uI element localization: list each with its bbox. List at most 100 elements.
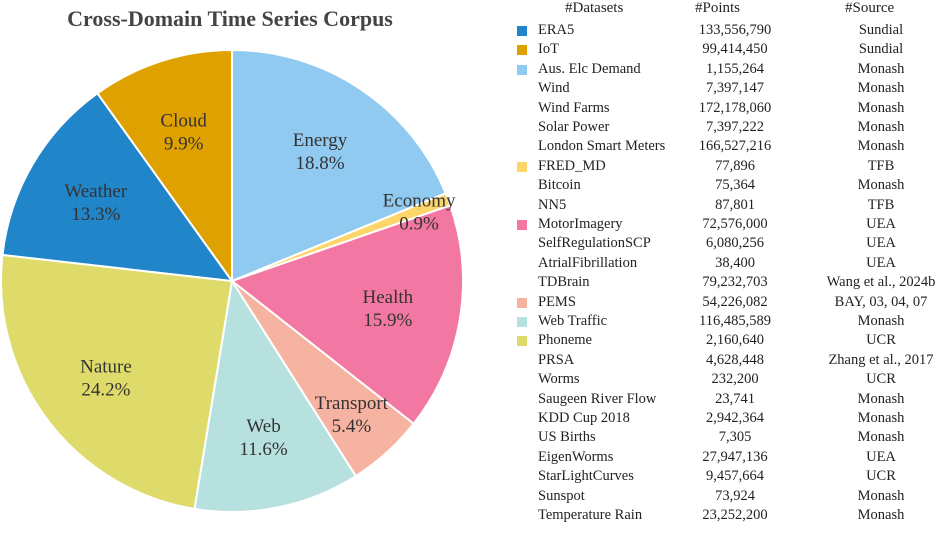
dataset-points: 232,200 xyxy=(711,371,759,388)
dataset-points: 75,364 xyxy=(715,177,755,194)
dataset-legend-table: #Datasets #Points #Source ERA5 133,556,79… xyxy=(505,0,947,537)
slice-label: Health xyxy=(362,287,413,308)
legend-swatch xyxy=(517,64,527,75)
dataset-name: IoT xyxy=(538,41,559,58)
dataset-points: 1,155,264 xyxy=(706,60,764,77)
legend-row: FRED_MD 77,896 TFB xyxy=(505,158,947,178)
dataset-name: US Births xyxy=(538,429,596,446)
dataset-name: Phoneme xyxy=(538,332,592,349)
dataset-points: 23,252,200 xyxy=(702,507,768,523)
legend-row: EigenWorms 27,947,136 UEA xyxy=(505,449,947,469)
dataset-name: StarLightCurves xyxy=(538,468,634,485)
dataset-name: ERA5 xyxy=(538,22,575,38)
dataset-points: 38,400 xyxy=(715,254,755,271)
legend-row: Solar Power 7,397,222 Monash xyxy=(505,119,947,139)
header-points: #Points xyxy=(695,0,741,16)
slice-percent: 24.2% xyxy=(81,379,130,400)
slice-label: Nature xyxy=(80,356,132,377)
legend-row: US Births 7,305 Monash xyxy=(505,429,947,449)
dataset-name: SelfRegulationSCP xyxy=(538,235,651,252)
legend-swatch xyxy=(517,45,527,56)
dataset-source: Monash xyxy=(857,487,905,504)
legend-swatch xyxy=(517,297,527,308)
dataset-source: Monash xyxy=(857,313,905,329)
dataset-points: 116,485,589 xyxy=(699,313,771,329)
dataset-source: Monash xyxy=(857,119,905,135)
slice-label: Economy xyxy=(383,190,456,211)
dataset-name: Sunspot xyxy=(538,487,585,504)
dataset-name: TDBrain xyxy=(538,274,590,291)
legend-row: Web Traffic 116,485,589 Monash xyxy=(505,313,947,333)
dataset-points: 27,947,136 xyxy=(702,448,768,465)
dataset-name: FRED_MD xyxy=(538,157,606,174)
legend-row: Phoneme 2,160,640 UCR xyxy=(505,332,947,352)
slice-percent: 11.6% xyxy=(239,439,288,460)
legend-row: KDD Cup 2018 2,942,364 Monash xyxy=(505,410,947,430)
dataset-name: Web Traffic xyxy=(538,313,608,329)
dataset-source: Monash xyxy=(857,410,905,426)
dataset-source: Wang et al., 2024b xyxy=(826,274,936,291)
dataset-source: Sundial xyxy=(858,22,904,38)
dataset-source: UCR xyxy=(866,468,896,485)
legend-row: SelfRegulationSCP 6,080,256 UEA xyxy=(505,235,947,255)
dataset-name: MotorImagery xyxy=(538,216,623,232)
slice-percent: 9.9% xyxy=(164,134,204,155)
dataset-points: 172,178,060 xyxy=(698,99,772,116)
dataset-points: 2,942,364 xyxy=(706,410,764,426)
legend-row: TDBrain 79,232,703 Wang et al., 2024b xyxy=(505,274,947,294)
dataset-name: NN5 xyxy=(538,196,567,213)
dataset-source: UEA xyxy=(866,235,896,252)
legend-row: Worms 232,200 UCR xyxy=(505,371,947,391)
dataset-name: EigenWorms xyxy=(538,448,614,465)
legend-row: Aus. Elc Demand 1,155,264 Monash xyxy=(505,61,947,81)
dataset-points: 99,414,450 xyxy=(702,41,768,58)
dataset-points: 73,924 xyxy=(715,487,755,504)
legend-swatch xyxy=(517,317,527,327)
dataset-name: KDD Cup 2018 xyxy=(538,410,630,426)
dataset-name: Saugeen River Flow xyxy=(538,390,657,407)
dataset-points: 166,527,216 xyxy=(698,138,772,155)
slice-label: Transport xyxy=(315,393,389,414)
dataset-source: Monash xyxy=(857,429,905,446)
legend-row: ERA5 133,556,790 Sundial xyxy=(505,22,947,42)
dataset-source: Sundial xyxy=(858,41,904,58)
dataset-source: UCR xyxy=(866,371,896,388)
pie-slice-weather xyxy=(1,91,235,283)
dataset-source: Monash xyxy=(857,138,905,155)
legend-row: NN5 87,801 TFB xyxy=(505,197,947,217)
dataset-source: Monash xyxy=(857,390,905,407)
pie-slice-health xyxy=(229,204,464,426)
dataset-points: 7,305 xyxy=(718,429,752,446)
dataset-source: Monash xyxy=(857,177,905,194)
dataset-points: 7,397,222 xyxy=(706,119,764,135)
header-datasets: #Datasets xyxy=(565,0,624,16)
legend-row: IoT 99,414,450 Sundial xyxy=(505,41,947,61)
pie-slice-nature xyxy=(0,253,234,511)
dataset-points: 79,232,703 xyxy=(702,274,768,291)
dataset-name: Temperature Rain xyxy=(538,507,643,523)
dataset-points: 9,457,664 xyxy=(706,468,764,485)
dataset-points: 77,896 xyxy=(715,157,755,174)
dataset-name: Aus. Elc Demand xyxy=(538,60,641,77)
dataset-source: Monash xyxy=(857,80,905,97)
slice-percent: 0.9% xyxy=(399,213,439,234)
pie-slice-cloud xyxy=(96,48,233,285)
legend-row: AtrialFibrillation 38,400 UEA xyxy=(505,255,947,275)
slice-percent: 18.8% xyxy=(295,153,344,174)
chart-title: Cross-Domain Time Series Corpus xyxy=(67,6,393,31)
slice-label: Weather xyxy=(64,181,127,202)
dataset-source: UCR xyxy=(866,332,896,349)
dataset-name: AtrialFibrillation xyxy=(538,254,638,271)
slice-percent: 15.9% xyxy=(363,310,412,331)
dataset-points: 4,628,448 xyxy=(706,351,764,368)
dataset-source: UEA xyxy=(866,254,896,271)
dataset-points: 7,397,147 xyxy=(706,80,764,97)
dataset-points: 23,741 xyxy=(715,390,755,407)
dataset-source: Monash xyxy=(857,507,905,523)
legend-row: StarLightCurves 9,457,664 UCR xyxy=(505,468,947,488)
dataset-source: UEA xyxy=(866,448,896,465)
dataset-points: 2,160,640 xyxy=(706,332,764,349)
legend-row: PEMS 54,226,082 BAY, 03, 04, 07 xyxy=(505,294,947,314)
slice-label: Web xyxy=(246,416,280,437)
